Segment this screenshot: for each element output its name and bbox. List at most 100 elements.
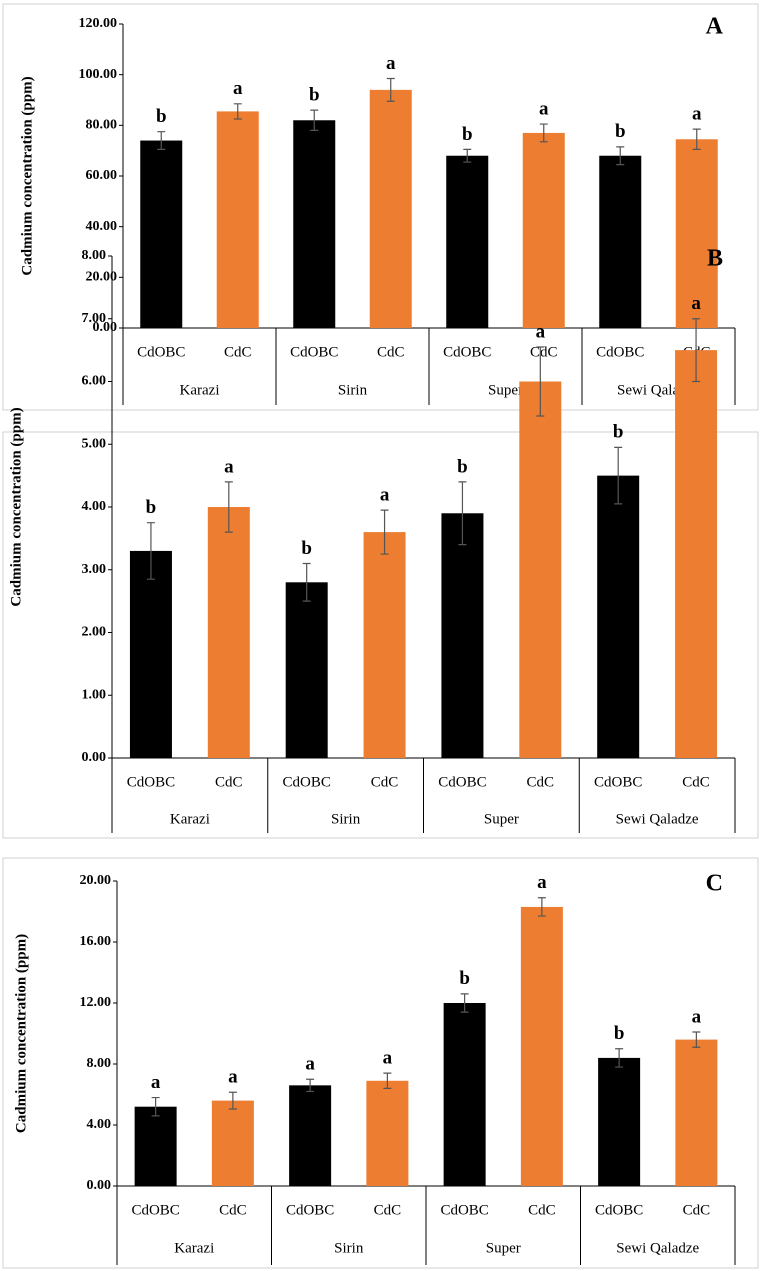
x-tick-label: CdOBC <box>131 1202 179 1218</box>
significance-letter: a <box>692 1006 702 1027</box>
y-axis-label: Cadmium concentration (ppm) <box>19 76 35 275</box>
x-tick-label: CdOBC <box>286 1202 334 1218</box>
y-tick-label: 40.00 <box>86 219 118 234</box>
error-bar <box>310 109 319 131</box>
bar <box>597 475 640 758</box>
y-tick-label: 2.00 <box>82 625 107 640</box>
bar <box>369 89 412 328</box>
bar <box>366 1080 409 1186</box>
panel-label: B <box>707 246 723 272</box>
panel-frame <box>2 3 759 411</box>
group-label: Sirin <box>331 811 361 827</box>
bar <box>675 1039 718 1186</box>
y-tick-label: 6.00 <box>82 374 107 389</box>
panel-frame <box>2 431 759 839</box>
x-tick-label: CdC <box>371 774 399 790</box>
x-tick-label: CdC <box>682 774 710 790</box>
significance-letter: a <box>386 53 396 74</box>
significance-letter: b <box>156 106 167 127</box>
significance-letter: b <box>459 968 470 989</box>
y-tick-label: 0.00 <box>82 750 107 765</box>
y-tick-label: 100.00 <box>79 67 118 82</box>
y-tick-label: 0.00 <box>93 320 118 335</box>
error-bar <box>386 77 395 102</box>
bar <box>522 132 565 328</box>
error-bar <box>151 1096 160 1117</box>
y-tick-label: 12.00 <box>80 995 112 1010</box>
error-bar <box>536 346 545 417</box>
bar <box>216 111 259 329</box>
bar <box>519 381 562 758</box>
error-bar <box>224 481 233 533</box>
bar <box>293 120 336 329</box>
x-tick-label: CdOBC <box>594 774 642 790</box>
x-tick-label: CdOBC <box>137 344 185 360</box>
error-bar <box>537 897 546 917</box>
y-tick-label: 7.00 <box>82 311 107 326</box>
bar <box>675 350 718 758</box>
significance-letter: a <box>536 321 546 342</box>
bar <box>363 532 406 758</box>
error-bar <box>463 148 472 163</box>
y-tick-label: 120.00 <box>79 16 118 31</box>
y-tick-label: 5.00 <box>82 436 107 451</box>
y-axis-label: Cadmium concentration (ppm) <box>13 934 29 1133</box>
significance-letter: b <box>301 538 312 559</box>
bar <box>134 1106 177 1186</box>
x-tick-label: CdOBC <box>440 1202 488 1218</box>
bar <box>211 1100 254 1186</box>
x-tick-label: CdC <box>528 1202 556 1218</box>
x-tick-label: CdC <box>527 774 555 790</box>
significance-letter: a <box>224 456 234 477</box>
group-label: Sirin <box>338 382 368 398</box>
y-tick-label: 3.00 <box>82 562 107 577</box>
error-bar <box>692 318 701 383</box>
y-tick-label: 0.00 <box>87 1178 112 1193</box>
x-tick-label: CdOBC <box>438 774 486 790</box>
group-label: Super <box>488 382 523 398</box>
error-bar <box>233 103 242 120</box>
significance-letter: b <box>462 124 473 145</box>
error-bar <box>228 1091 237 1110</box>
significance-letter: a <box>691 293 701 314</box>
significance-letter: a <box>228 1067 238 1088</box>
y-tick-label: 60.00 <box>86 168 118 183</box>
significance-letter: b <box>613 422 624 443</box>
y-tick-label: 4.00 <box>87 1117 112 1132</box>
y-tick-label: 16.00 <box>80 934 112 949</box>
x-tick-label: CdOBC <box>443 344 491 360</box>
error-bar <box>302 562 311 602</box>
error-bar <box>460 993 469 1013</box>
x-tick-label: CdOBC <box>290 344 338 360</box>
significance-letter: a <box>151 1072 161 1093</box>
error-bar <box>458 481 467 546</box>
group-label: Karazi <box>170 811 210 827</box>
error-bar <box>539 123 548 143</box>
significance-letter: a <box>537 872 547 893</box>
error-bar <box>692 128 701 150</box>
y-tick-label: 4.00 <box>82 499 107 514</box>
panel-label: A <box>706 14 724 40</box>
x-tick-label: CdC <box>530 344 558 360</box>
significance-letter: a <box>383 1048 393 1069</box>
bar <box>129 550 172 758</box>
significance-letter: a <box>380 484 390 505</box>
x-tick-label: CdC <box>374 1202 402 1218</box>
y-tick-label: 80.00 <box>86 118 118 133</box>
error-bar <box>615 1048 624 1068</box>
group-label: Super <box>484 811 519 827</box>
bar <box>520 906 563 1186</box>
bar <box>289 1085 332 1186</box>
significance-letter: a <box>233 78 243 99</box>
bar <box>443 1003 486 1186</box>
panel-frame <box>2 857 759 1269</box>
y-axis-label: Cadmium concentration (ppm) <box>8 407 24 606</box>
bar <box>599 155 642 328</box>
error-bar <box>380 509 389 555</box>
x-tick-label: CdC <box>683 1202 711 1218</box>
x-tick-label: CdOBC <box>283 774 331 790</box>
significance-letter: a <box>692 103 702 124</box>
error-bar <box>157 131 166 150</box>
group-label: Karazi <box>174 1240 214 1256</box>
